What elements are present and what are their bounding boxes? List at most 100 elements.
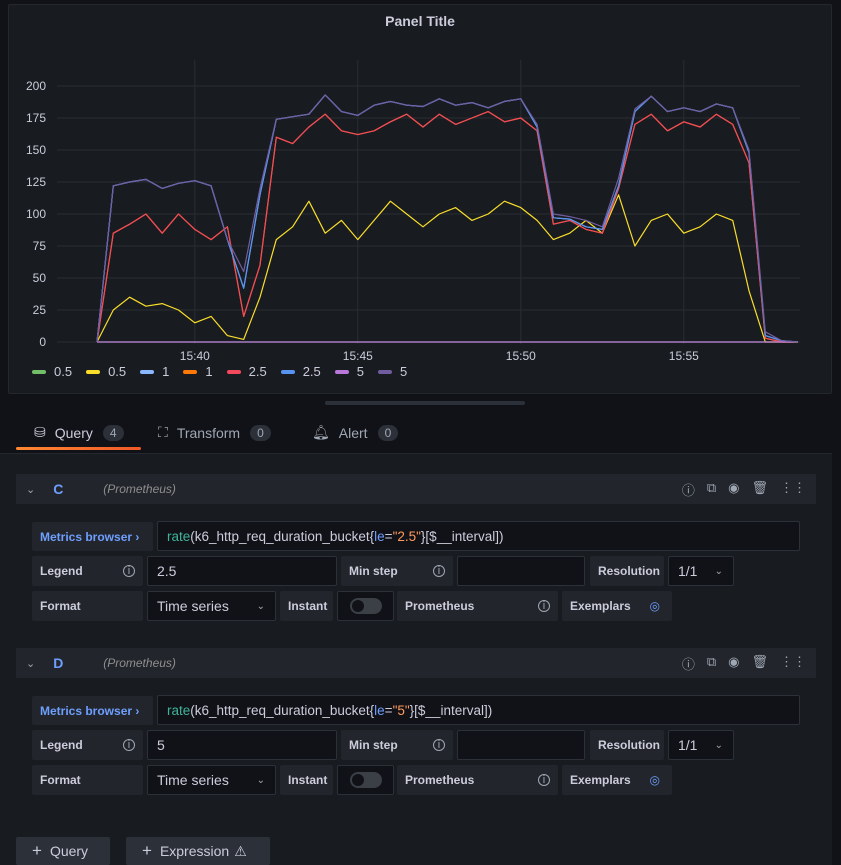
- label-text: Prometheus: [405, 599, 475, 613]
- legend-color-swatch: [32, 369, 46, 374]
- legend-color-swatch: [280, 369, 295, 374]
- button-label: Query: [49, 843, 89, 859]
- instant-toggle[interactable]: [337, 765, 394, 795]
- query-row-header[interactable]: ⌄ D (Prometheus) ⓘ ⧉ ◉ 🗑︎ ⋮⋮: [16, 648, 816, 678]
- panel: Panel Title: [8, 4, 832, 394]
- x-tick-label: 15:45: [343, 349, 373, 363]
- query-ref-id[interactable]: D: [53, 655, 64, 671]
- tab-count-badge: 0: [250, 424, 271, 441]
- format-select[interactable]: Time series ⌄: [147, 591, 276, 621]
- exemplars-eye-icon[interactable]: ◎: [649, 599, 660, 613]
- label-text: Format: [40, 599, 81, 613]
- tab-label: Alert: [338, 424, 368, 441]
- expr-value: "5": [392, 702, 410, 718]
- tab-label: Transform: [176, 424, 241, 441]
- query-row-header[interactable]: ⌄ C (Prometheus) ⓘ ⧉ ◉ 🗑︎ ⋮⋮: [16, 474, 816, 504]
- toggle-switch[interactable]: [349, 772, 382, 788]
- instant-label: Instant: [280, 765, 333, 795]
- info-icon[interactable]: i: [538, 600, 550, 612]
- info-icon[interactable]: i: [123, 565, 135, 577]
- x-tick-label: 15:55: [669, 349, 699, 363]
- plus-icon: +: [142, 841, 152, 860]
- add-expression-button[interactable]: + Expression ⚠: [126, 837, 270, 865]
- instant-label: Instant: [280, 591, 333, 621]
- database-icon: ⛁: [34, 424, 46, 440]
- chart-legend: 0.5 0.5 1 1 2.5 2.5 5 5: [32, 364, 421, 379]
- panel-title[interactable]: Panel Title: [385, 13, 455, 29]
- expr-metric: (k6_http_req_duration_bucket{: [190, 702, 375, 718]
- help-icon[interactable]: ⓘ: [681, 657, 695, 672]
- y-tick-label: 75: [33, 239, 47, 253]
- tab-alert[interactable]: 🔔︎ Alert 0: [312, 424, 399, 441]
- y-tick-label: 0: [39, 335, 46, 349]
- chevron-down-icon[interactable]: ⌄: [26, 483, 36, 496]
- chevron-down-icon: ⌄: [256, 600, 265, 612]
- eye-icon[interactable]: ◉: [728, 480, 740, 495]
- help-icon[interactable]: ⓘ: [681, 483, 695, 498]
- expr-value: "2.5": [392, 528, 421, 544]
- pane-resize-handle[interactable]: [325, 401, 525, 405]
- min-step-input[interactable]: [457, 730, 585, 760]
- expr-function: rate: [167, 528, 191, 544]
- metrics-browser-button[interactable]: Metrics browser ›: [32, 522, 153, 551]
- legend-input[interactable]: 5: [147, 730, 337, 760]
- legend-label: Legend i: [32, 730, 143, 760]
- instant-toggle[interactable]: [337, 591, 394, 621]
- legend-item[interactable]: 0.5: [86, 364, 126, 379]
- info-icon[interactable]: i: [433, 565, 445, 577]
- time-series-chart: 0 25 50 75 100 125 150 175 200 15:40 15:45 15:50 15:…: [26, 60, 800, 363]
- toggle-switch[interactable]: [349, 598, 382, 614]
- promql-query-input[interactable]: rate (k6_http_req_duration_bucket{le = "2.5…: [157, 521, 800, 551]
- warning-icon: ⚠: [234, 842, 247, 859]
- trash-icon[interactable]: 🗑︎: [751, 654, 768, 669]
- eye-icon[interactable]: ◉: [728, 654, 740, 669]
- resolution-select[interactable]: 1/1 ⌄: [668, 730, 734, 760]
- query-ref-id[interactable]: C: [53, 481, 64, 497]
- info-icon[interactable]: i: [538, 774, 550, 786]
- expr-function: rate: [167, 702, 191, 718]
- metrics-browser-button[interactable]: Metrics browser ›: [32, 696, 153, 725]
- promql-query-input[interactable]: rate (k6_http_req_duration_bucket{le = "5"}…: [157, 695, 800, 725]
- legend-item[interactable]: 2.5: [280, 364, 321, 379]
- legend-item[interactable]: 1: [183, 364, 213, 379]
- legend-label: 2.5: [248, 364, 267, 379]
- exemplars-label: Exemplars ◎: [562, 765, 672, 795]
- legend-label: 5: [356, 364, 365, 379]
- legend-item[interactable]: 5: [378, 364, 407, 379]
- label-text: Min step: [349, 564, 398, 578]
- legend-input[interactable]: 2.5: [147, 556, 337, 586]
- info-icon[interactable]: i: [433, 739, 445, 751]
- drag-handle-icon[interactable]: ⋮⋮: [780, 654, 806, 669]
- legend-item[interactable]: 0.5: [32, 364, 72, 379]
- expr-range: }[$__interval]): [409, 702, 493, 718]
- tab-query[interactable]: ⛁ Query 4: [34, 424, 124, 441]
- series-line-1: [96, 194, 798, 343]
- duplicate-icon[interactable]: ⧉: [706, 480, 717, 495]
- legend-label: 5: [400, 364, 408, 379]
- info-icon[interactable]: i: [123, 739, 135, 751]
- legend-item[interactable]: 5: [334, 364, 365, 379]
- trash-icon[interactable]: 🗑︎: [751, 480, 768, 495]
- legend-item[interactable]: 1: [140, 364, 169, 379]
- drag-handle-icon[interactable]: ⋮⋮: [780, 480, 806, 495]
- exemplars-eye-icon[interactable]: ◎: [649, 773, 660, 787]
- button-label: Metrics browser ›: [40, 529, 140, 544]
- min-step-input[interactable]: [457, 556, 585, 586]
- bell-icon: 🔔︎: [312, 424, 330, 440]
- chevron-down-icon[interactable]: ⌄: [26, 657, 36, 670]
- add-query-button[interactable]: + Query: [16, 837, 110, 865]
- min-step-label: Min step i: [341, 730, 453, 760]
- legend-item[interactable]: 2.5: [226, 364, 267, 379]
- legend-label: 1: [205, 364, 213, 379]
- format-select[interactable]: Time series ⌄: [147, 765, 276, 795]
- chevron-down-icon: ⌄: [714, 739, 723, 751]
- tab-transform[interactable]: ⛶ Transform 0: [158, 424, 271, 441]
- legend-label: Legend i: [32, 556, 143, 586]
- expr-eq: =: [384, 528, 393, 544]
- legend-label: 0.5: [54, 364, 73, 379]
- resolution-select[interactable]: 1/1 ⌄: [668, 556, 734, 586]
- legend-color-swatch: [140, 369, 155, 374]
- duplicate-icon[interactable]: ⧉: [706, 654, 717, 669]
- tab-count-badge: 0: [377, 424, 399, 441]
- tab-label: Query: [54, 424, 93, 441]
